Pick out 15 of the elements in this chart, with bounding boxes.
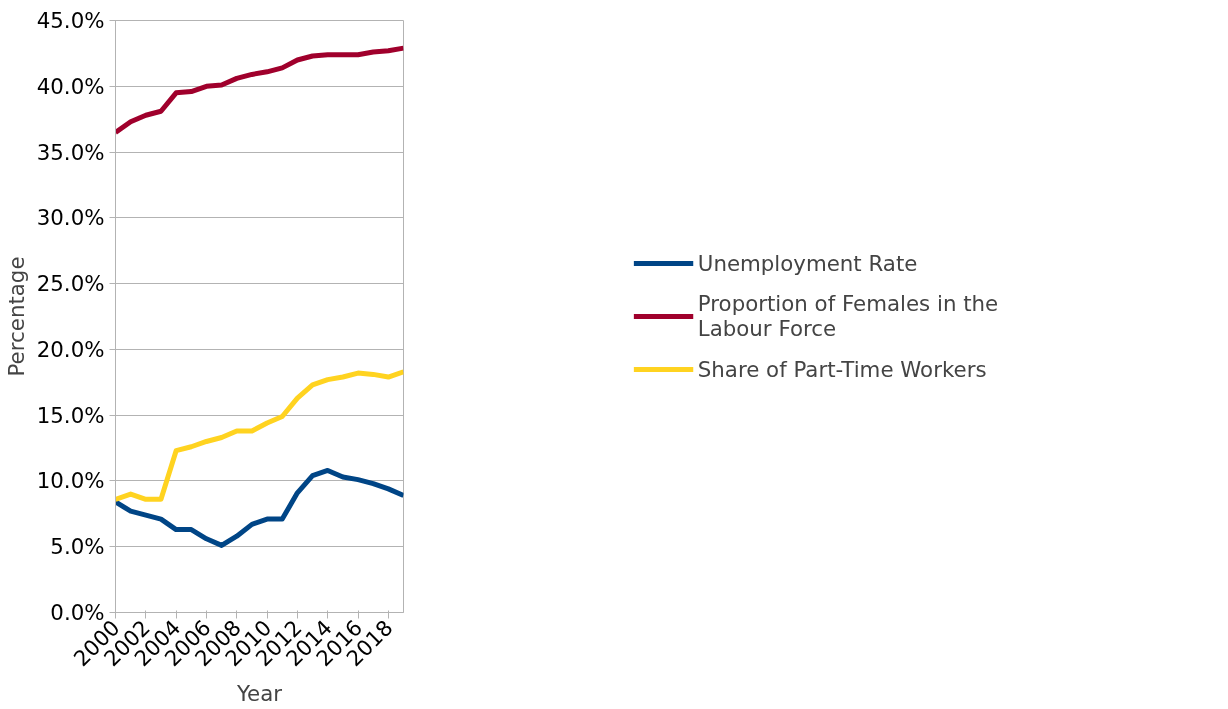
y-tick-label: 20.0% — [36, 336, 105, 362]
legend-label: Proportion of Females in the Labour Force — [697, 291, 999, 341]
y-tick-label: 40.0% — [36, 73, 105, 99]
y-tick-label: 30.0% — [36, 205, 105, 231]
legend-label: Unemployment Rate — [697, 249, 918, 278]
y-tick-label: 25.0% — [36, 271, 105, 297]
y-tick-label: 10.0% — [36, 468, 105, 494]
y-tick-label: 5.0% — [50, 534, 105, 560]
legend-label: Share of Part-Time Workers — [697, 355, 987, 384]
y-tick-label: 35.0% — [36, 139, 105, 165]
y-tick-label: 0.0% — [50, 600, 105, 625]
y-axis-title: Percentage — [3, 256, 29, 377]
y-tick-label: 45.0% — [36, 8, 105, 33]
y-tick-label: 15.0% — [36, 402, 105, 428]
x-axis-title: Year — [235, 681, 283, 707]
